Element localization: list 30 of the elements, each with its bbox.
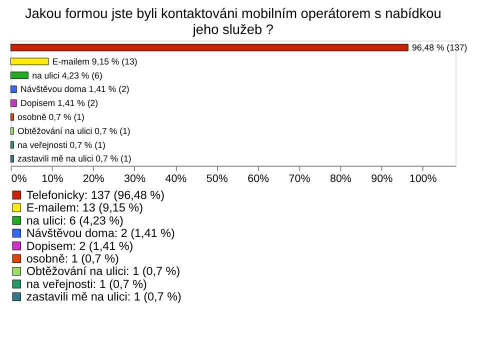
legend-label: Návštěvou doma: 2 (1,41 %)	[26, 227, 176, 240]
x-tick-label: 100%	[409, 172, 438, 185]
x-tick-label: 50%	[206, 172, 228, 185]
data-label: Dopisem 1,41 % (2)	[20, 98, 98, 108]
legend-label: E-mailem: 13 (9,15 %)	[26, 202, 144, 215]
data-label: Návštěvou doma 1,41 % (2)	[20, 84, 130, 94]
data-label: na veřejnosti 0,7 % (1)	[18, 140, 106, 150]
x-tick-label: 30%	[124, 172, 146, 185]
data-label: 96,48 % (137)	[412, 42, 468, 52]
chart-title: Jakou formou jste byli kontaktováni mobilním operátorem s nabídkou jeho služeb ?	[24, 6, 442, 37]
x-tick-label: 40%	[165, 172, 188, 185]
x-tick-label: 70%	[288, 172, 311, 185]
data-label: na ulici 4,23 % (6)	[32, 70, 102, 80]
x-tick-label: 10%	[42, 172, 64, 185]
x-tick-label: 0%	[11, 172, 28, 185]
legend-label: zastavili mě na ulici: 1 (0,7 %)	[26, 290, 182, 304]
legend-label: na veřejnosti: 1 (0,7 %)	[26, 278, 147, 291]
legend-label: Obtěžování na ulici: 1 (0,7 %)	[26, 265, 180, 278]
data-label: E-mailem 9,15 % (13)	[52, 56, 138, 66]
legend-label: na ulici: 6 (4,23 %)	[26, 214, 124, 228]
data-label: zastavili mě na ulici 0,7 % (1)	[18, 154, 132, 164]
legend-label: osobně: 1 (0,7 %)	[26, 252, 119, 266]
legend-label: Telefonicky: 137 (96,48 %)	[26, 188, 165, 202]
x-tick-label: 80%	[330, 172, 352, 185]
x-tick-label: 60%	[248, 172, 270, 185]
x-tick-label: 20%	[82, 172, 105, 185]
data-label: Obtěžování na ulici 0,7 % (1)	[18, 126, 130, 136]
data-label: osobně 0,7 % (1)	[18, 112, 84, 122]
x-tick-label: 90%	[371, 172, 394, 185]
legend-label: Dopisem: 2 (1,41 %)	[26, 240, 134, 253]
